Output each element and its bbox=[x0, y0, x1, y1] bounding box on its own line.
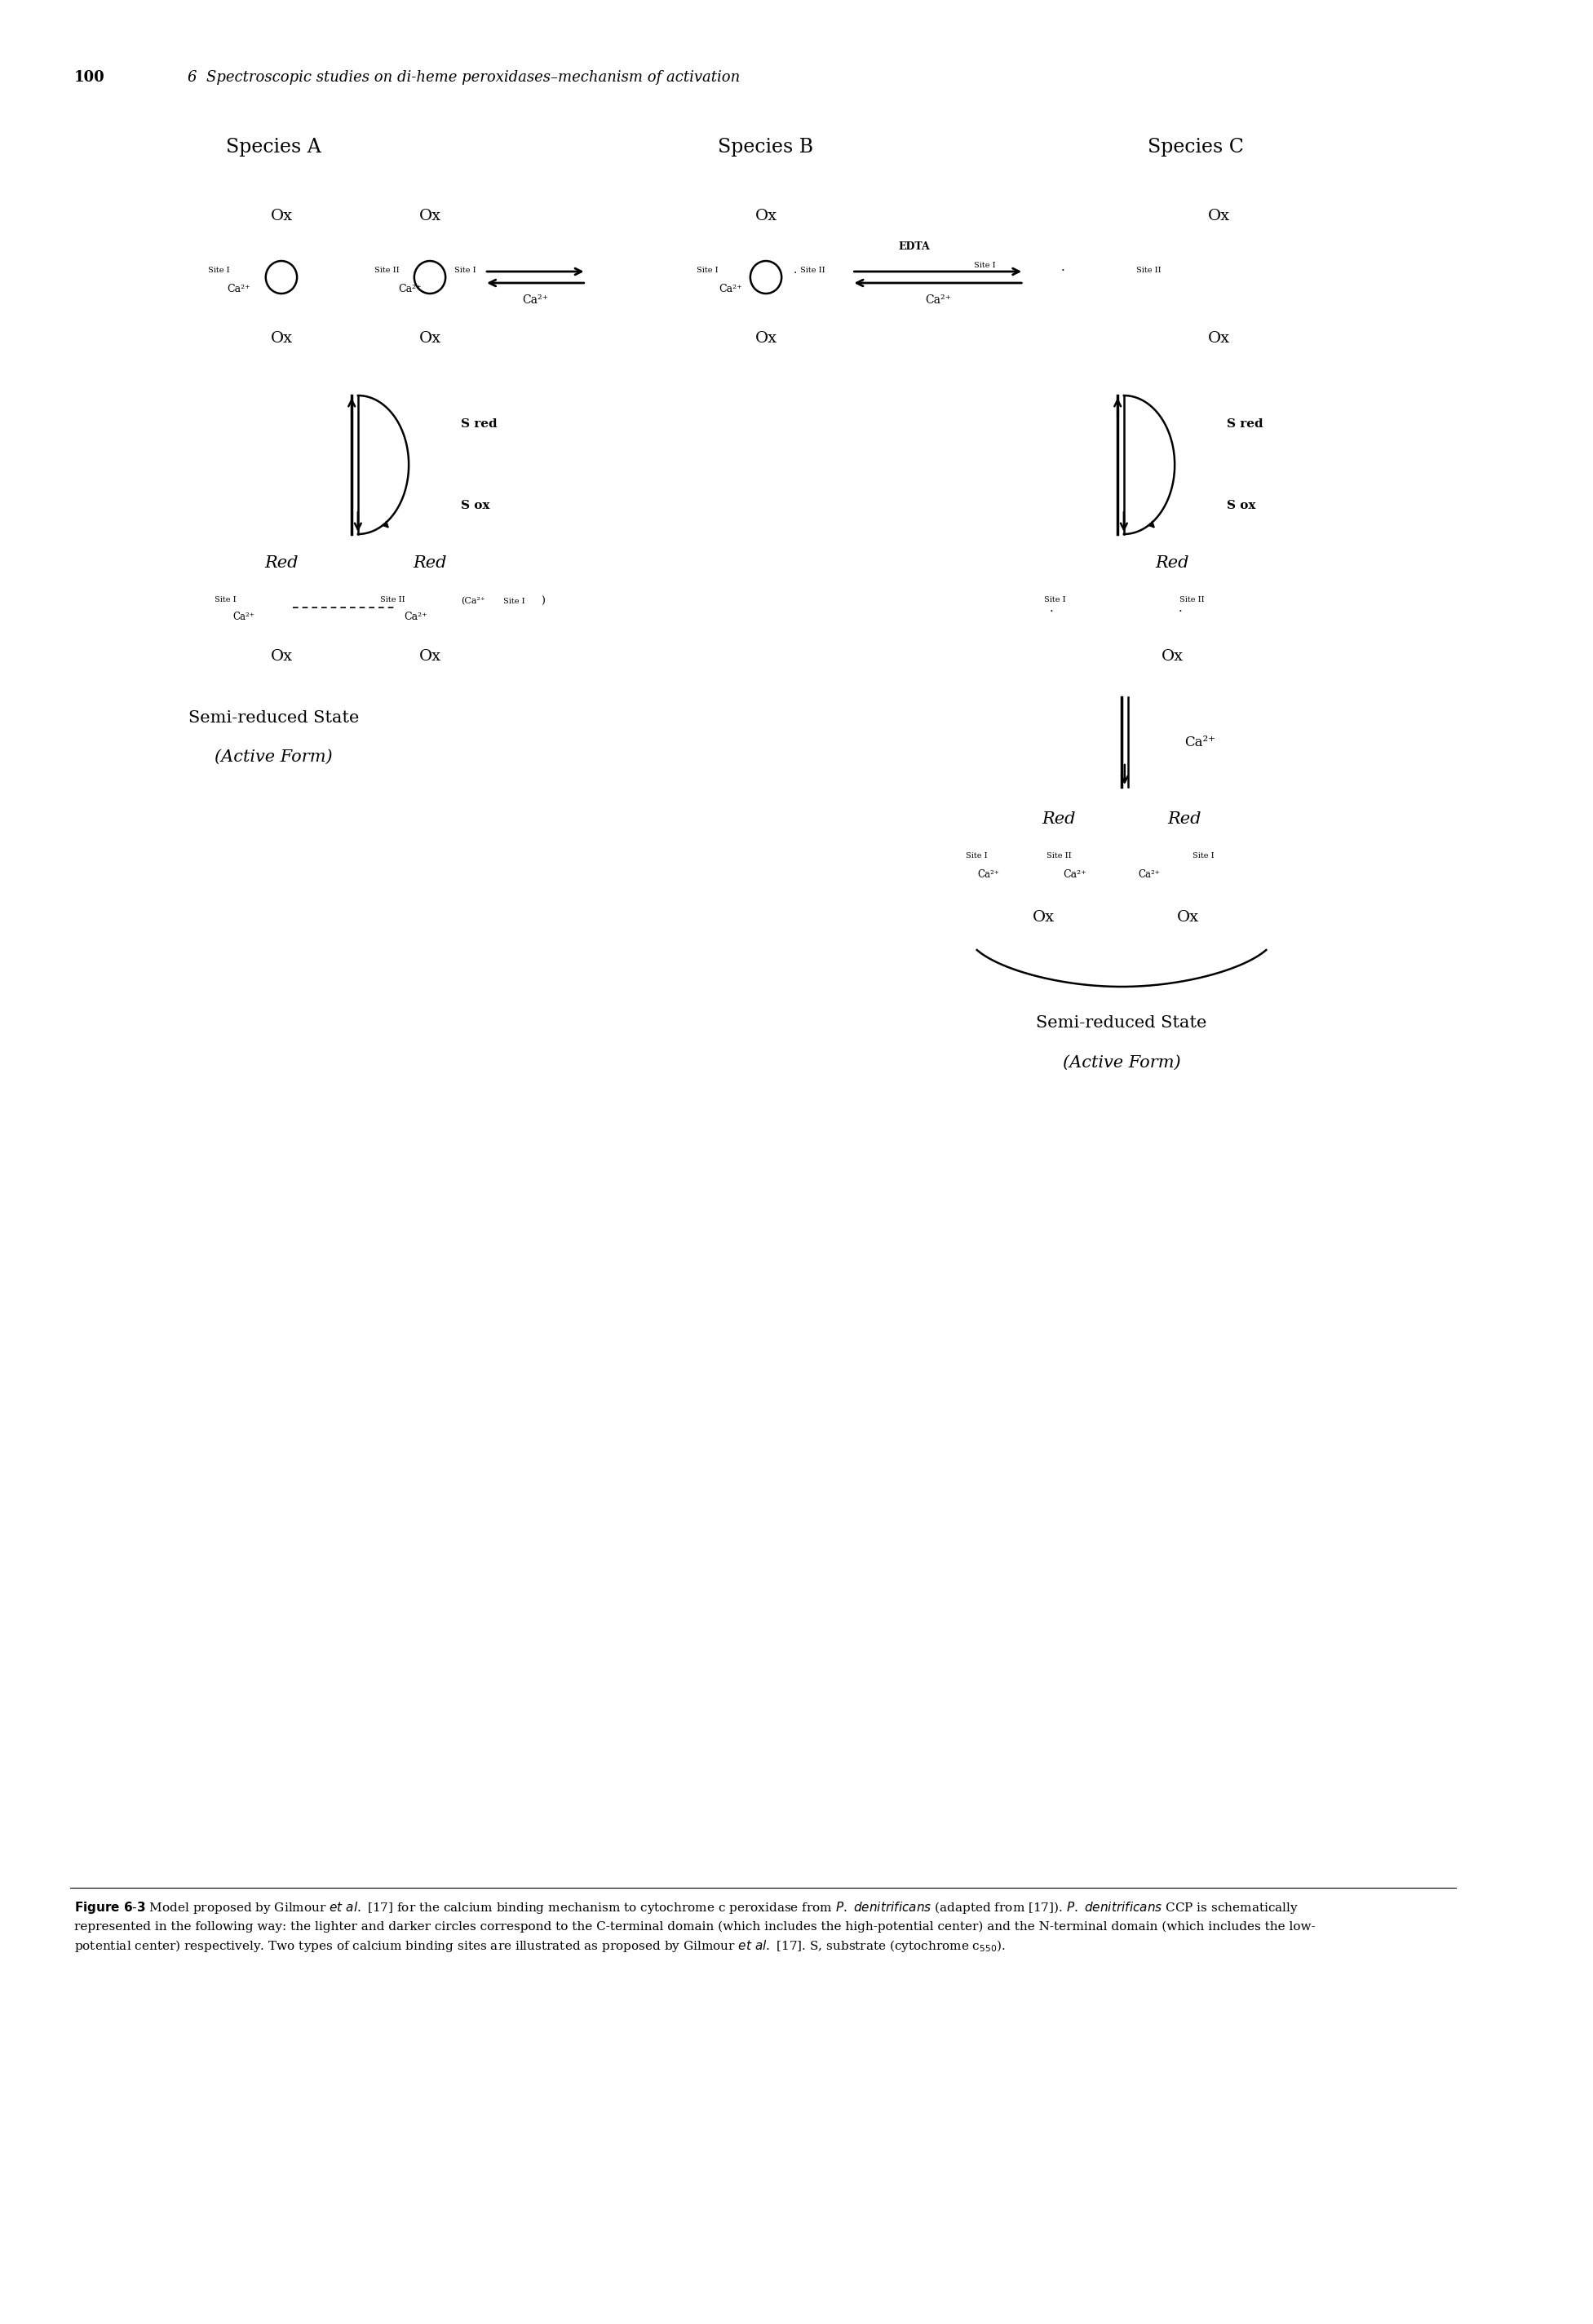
Text: ·: · bbox=[1061, 265, 1064, 277]
Text: Ox: Ox bbox=[271, 330, 293, 346]
Text: Semi-reduced State: Semi-reduced State bbox=[188, 709, 358, 725]
Text: Ox: Ox bbox=[419, 330, 441, 346]
Text: Site I: Site I bbox=[1193, 853, 1214, 860]
Text: 100: 100 bbox=[75, 70, 105, 84]
Text: Site II: Site II bbox=[1179, 595, 1204, 602]
Text: Red: Red bbox=[1168, 811, 1201, 827]
Text: Red: Red bbox=[1042, 811, 1075, 827]
Text: Red: Red bbox=[264, 555, 298, 569]
Text: Site I: Site I bbox=[696, 267, 718, 274]
Text: Species B: Species B bbox=[718, 137, 814, 156]
Text: Ca²⁺: Ca²⁺ bbox=[1063, 869, 1086, 878]
Text: Site II: Site II bbox=[1136, 267, 1161, 274]
Text: Site I: Site I bbox=[503, 597, 526, 604]
Text: Ca²⁺: Ca²⁺ bbox=[523, 295, 548, 307]
Text: Ca²⁺: Ca²⁺ bbox=[405, 611, 427, 623]
Text: EDTA: EDTA bbox=[898, 242, 930, 251]
Text: ·: · bbox=[1179, 607, 1182, 618]
Text: Red: Red bbox=[413, 555, 446, 569]
Text: Ox: Ox bbox=[419, 209, 441, 223]
Text: Site I: Site I bbox=[973, 260, 996, 270]
Text: Ca²⁺: Ca²⁺ bbox=[926, 295, 951, 307]
Text: Ox: Ox bbox=[1207, 330, 1230, 346]
Text: Ox: Ox bbox=[1177, 911, 1200, 925]
Text: S ox: S ox bbox=[460, 500, 491, 511]
Text: S ox: S ox bbox=[1227, 500, 1255, 511]
Text: Site I: Site I bbox=[213, 595, 236, 602]
Text: Ox: Ox bbox=[1161, 648, 1184, 665]
Text: Site II: Site II bbox=[1047, 853, 1072, 860]
Text: Ca²⁺: Ca²⁺ bbox=[718, 284, 742, 293]
Text: 6  Spectroscopic studies on di-heme peroxidases–mechanism of activation: 6 Spectroscopic studies on di-heme perox… bbox=[188, 70, 741, 84]
Text: Ca²⁺: Ca²⁺ bbox=[1137, 869, 1160, 878]
Text: S red: S red bbox=[460, 418, 497, 430]
Text: Ox: Ox bbox=[1032, 911, 1055, 925]
Text: Ox: Ox bbox=[755, 330, 777, 346]
Text: Ca²⁺: Ca²⁺ bbox=[1184, 734, 1215, 748]
Text: Ox: Ox bbox=[419, 648, 441, 665]
Text: Red: Red bbox=[1155, 555, 1190, 569]
Text: (Active Form): (Active Form) bbox=[215, 748, 333, 765]
Text: Ca²⁺: Ca²⁺ bbox=[226, 284, 250, 293]
Text: Ox: Ox bbox=[1207, 209, 1230, 223]
Text: Site II: Site II bbox=[374, 267, 400, 274]
Text: Site II: Site II bbox=[379, 595, 405, 602]
Text: Site II: Site II bbox=[800, 267, 825, 274]
Text: Ca²⁺: Ca²⁺ bbox=[233, 611, 255, 623]
Text: ·: · bbox=[793, 267, 798, 279]
Text: Ox: Ox bbox=[755, 209, 777, 223]
Text: Site I: Site I bbox=[965, 853, 988, 860]
Text: Site I: Site I bbox=[1045, 595, 1066, 602]
Text: (Ca²⁺: (Ca²⁺ bbox=[460, 597, 484, 604]
Text: Ca²⁺: Ca²⁺ bbox=[978, 869, 1000, 878]
Text: Site I: Site I bbox=[454, 267, 476, 274]
Text: Semi-reduced State: Semi-reduced State bbox=[1035, 1016, 1207, 1032]
Text: Ox: Ox bbox=[271, 209, 293, 223]
Text: $\mathbf{Figure\ 6\text{-}3}$ Model proposed by Gilmour $\mathit{et\ al.}$ [17] : $\mathbf{Figure\ 6\text{-}3}$ Model prop… bbox=[75, 1901, 1316, 1954]
Text: Ox: Ox bbox=[271, 648, 293, 665]
Text: S red: S red bbox=[1227, 418, 1263, 430]
Text: Species A: Species A bbox=[226, 137, 322, 156]
Text: Species C: Species C bbox=[1147, 137, 1244, 156]
Text: (Active Form): (Active Form) bbox=[1063, 1055, 1180, 1071]
Text: ): ) bbox=[542, 595, 545, 607]
Text: Site I: Site I bbox=[209, 267, 229, 274]
Text: ·: · bbox=[1050, 607, 1053, 618]
Text: Ca²⁺: Ca²⁺ bbox=[398, 284, 422, 293]
